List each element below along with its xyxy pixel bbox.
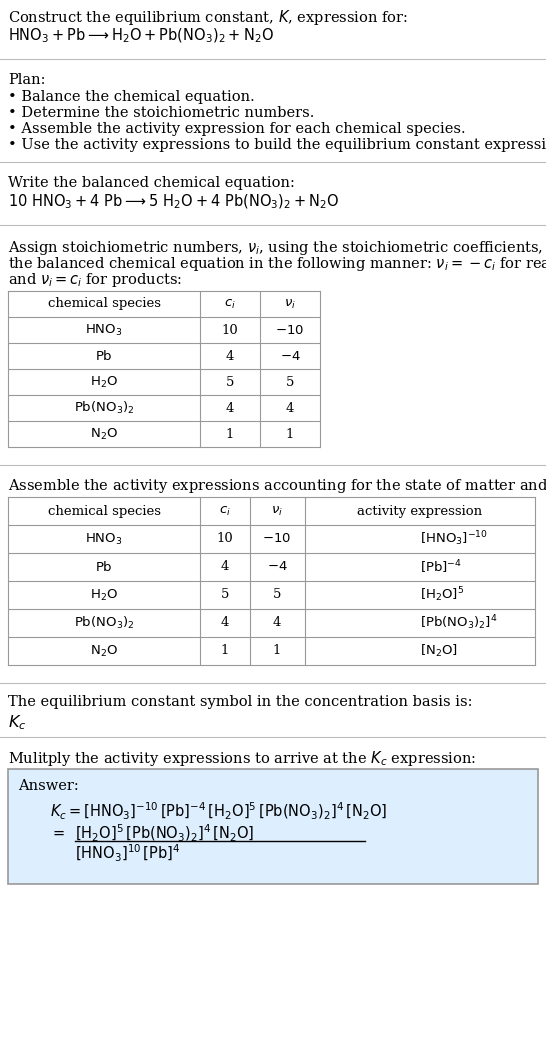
Text: 4: 4 bbox=[226, 350, 234, 363]
Text: 4: 4 bbox=[221, 560, 229, 574]
Text: $[\mathrm{Pb(NO_3)_2}]^4$: $[\mathrm{Pb(NO_3)_2}]^4$ bbox=[420, 614, 497, 633]
Text: $\mathrm{Pb}$: $\mathrm{Pb}$ bbox=[95, 560, 113, 574]
Text: Assemble the activity expressions accounting for the state of matter and $\nu_i$: Assemble the activity expressions accoun… bbox=[8, 477, 546, 495]
Text: 1: 1 bbox=[286, 428, 294, 440]
Text: Mulitply the activity expressions to arrive at the $K_c$ expression:: Mulitply the activity expressions to arr… bbox=[8, 749, 476, 768]
FancyBboxPatch shape bbox=[8, 769, 538, 884]
Text: Write the balanced chemical equation:: Write the balanced chemical equation: bbox=[8, 176, 295, 190]
Text: $K_c$: $K_c$ bbox=[8, 713, 26, 731]
Text: $\mathrm{Pb(NO_3)_2}$: $\mathrm{Pb(NO_3)_2}$ bbox=[74, 400, 134, 416]
Text: • Balance the chemical equation.: • Balance the chemical equation. bbox=[8, 90, 255, 104]
Text: $c_i$: $c_i$ bbox=[219, 504, 231, 517]
Text: $\nu_i$: $\nu_i$ bbox=[284, 297, 296, 310]
Text: $\mathrm{H_2O}$: $\mathrm{H_2O}$ bbox=[90, 374, 118, 390]
Text: 10: 10 bbox=[217, 533, 233, 545]
Text: The equilibrium constant symbol in the concentration basis is:: The equilibrium constant symbol in the c… bbox=[8, 695, 472, 709]
Text: $\mathrm{HNO_3}$: $\mathrm{HNO_3}$ bbox=[85, 323, 123, 337]
Text: 4: 4 bbox=[273, 617, 281, 630]
Text: $\mathrm{HNO_3 + Pb \longrightarrow H_2O + Pb(NO_3)_2 + N_2O}$: $\mathrm{HNO_3 + Pb \longrightarrow H_2O… bbox=[8, 27, 274, 45]
Text: the balanced chemical equation in the following manner: $\nu_i = -c_i$ for react: the balanced chemical equation in the fo… bbox=[8, 255, 546, 273]
Text: $=$: $=$ bbox=[50, 826, 66, 840]
Text: $-10$: $-10$ bbox=[263, 533, 292, 545]
Text: $[\mathrm{H_2O}]^5$: $[\mathrm{H_2O}]^5$ bbox=[420, 585, 464, 604]
Text: $-10$: $-10$ bbox=[276, 324, 305, 336]
Text: $[\mathrm{HNO_3}]^{10}\,[\mathrm{Pb}]^4$: $[\mathrm{HNO_3}]^{10}\,[\mathrm{Pb}]^4$ bbox=[75, 843, 181, 864]
Text: 10: 10 bbox=[222, 324, 239, 336]
Text: $\mathrm{H_2O}$: $\mathrm{H_2O}$ bbox=[90, 588, 118, 602]
Text: 5: 5 bbox=[226, 375, 234, 389]
Text: $\mathrm{HNO_3}$: $\mathrm{HNO_3}$ bbox=[85, 532, 123, 547]
Text: $[\mathrm{N_2O}]$: $[\mathrm{N_2O}]$ bbox=[420, 643, 458, 659]
Text: activity expression: activity expression bbox=[358, 504, 483, 517]
Text: Construct the equilibrium constant, $K$, expression for:: Construct the equilibrium constant, $K$,… bbox=[8, 8, 408, 27]
Text: Answer:: Answer: bbox=[18, 779, 79, 794]
Text: • Assemble the activity expression for each chemical species.: • Assemble the activity expression for e… bbox=[8, 122, 466, 136]
Text: $\mathrm{N_2O}$: $\mathrm{N_2O}$ bbox=[90, 427, 118, 441]
Text: chemical species: chemical species bbox=[48, 297, 161, 310]
Text: • Determine the stoichiometric numbers.: • Determine the stoichiometric numbers. bbox=[8, 106, 314, 120]
Text: $K_c = [\mathrm{HNO_3}]^{-10}\,[\mathrm{Pb}]^{-4}\,[\mathrm{H_2O}]^5\,[\mathrm{P: $K_c = [\mathrm{HNO_3}]^{-10}\,[\mathrm{… bbox=[50, 801, 387, 822]
Text: $\mathrm{Pb(NO_3)_2}$: $\mathrm{Pb(NO_3)_2}$ bbox=[74, 615, 134, 631]
Text: $\nu_i$: $\nu_i$ bbox=[271, 504, 283, 517]
Text: $-4$: $-4$ bbox=[280, 350, 300, 363]
Text: $[\mathrm{HNO_3}]^{-10}$: $[\mathrm{HNO_3}]^{-10}$ bbox=[420, 530, 488, 549]
Text: $-4$: $-4$ bbox=[266, 560, 287, 574]
Text: and $\nu_i = c_i$ for products:: and $\nu_i = c_i$ for products: bbox=[8, 271, 182, 289]
Text: $[\mathrm{H_2O}]^5\,[\mathrm{Pb(NO_3)_2}]^4\,[\mathrm{N_2O}]$: $[\mathrm{H_2O}]^5\,[\mathrm{Pb(NO_3)_2}… bbox=[75, 823, 254, 844]
Text: 4: 4 bbox=[226, 401, 234, 414]
Text: $c_i$: $c_i$ bbox=[224, 297, 236, 310]
Text: $\mathrm{N_2O}$: $\mathrm{N_2O}$ bbox=[90, 643, 118, 659]
Text: • Use the activity expressions to build the equilibrium constant expression.: • Use the activity expressions to build … bbox=[8, 138, 546, 152]
Text: 1: 1 bbox=[221, 644, 229, 658]
Text: 5: 5 bbox=[273, 589, 281, 601]
Text: $\mathrm{Pb}$: $\mathrm{Pb}$ bbox=[95, 349, 113, 363]
Text: Assign stoichiometric numbers, $\nu_i$, using the stoichiometric coefficients, $: Assign stoichiometric numbers, $\nu_i$, … bbox=[8, 239, 546, 257]
Text: 1: 1 bbox=[226, 428, 234, 440]
Text: $\mathrm{10\ HNO_3 + 4\ Pb \longrightarrow 5\ H_2O + 4\ Pb(NO_3)_2 + N_2O}$: $\mathrm{10\ HNO_3 + 4\ Pb \longrightarr… bbox=[8, 193, 340, 211]
Text: Plan:: Plan: bbox=[8, 73, 45, 87]
Text: 1: 1 bbox=[273, 644, 281, 658]
Text: 5: 5 bbox=[221, 589, 229, 601]
Text: 5: 5 bbox=[286, 375, 294, 389]
Text: 4: 4 bbox=[286, 401, 294, 414]
Text: chemical species: chemical species bbox=[48, 504, 161, 517]
Text: 4: 4 bbox=[221, 617, 229, 630]
Text: $[\mathrm{Pb}]^{-4}$: $[\mathrm{Pb}]^{-4}$ bbox=[420, 558, 462, 576]
